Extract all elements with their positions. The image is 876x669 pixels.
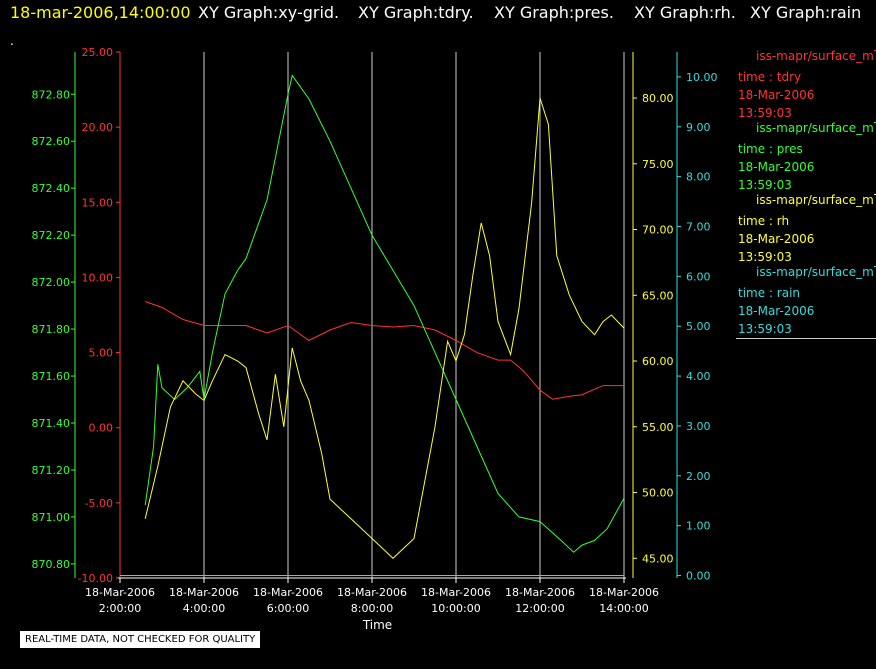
x-axis-title: Time	[362, 618, 393, 632]
rh-tick-label: 65.00	[642, 289, 674, 302]
x-tick-label-date: 18-Mar-2006	[169, 586, 239, 599]
rh-tick-label: 45.00	[642, 552, 674, 565]
rh-tick-label: 55.00	[642, 421, 674, 434]
tdry-tick-label: -5.00	[85, 497, 113, 510]
x-tick-label-time: 6:00:00	[267, 602, 309, 615]
pres-tick-label: 872.00	[32, 276, 71, 289]
tdry-tick-label: 15.00	[82, 196, 114, 209]
legend-label: time : pres	[738, 142, 803, 156]
legend-date: 18-Mar-2006	[738, 304, 815, 318]
legend-source: iss-mapr/surface_m	[736, 193, 874, 207]
x-tick-label-date: 18-Mar-2006	[85, 586, 155, 599]
legend-label: time : tdry	[738, 70, 802, 84]
graph-title-rh[interactable]: XY Graph:rh.	[634, 3, 736, 22]
pres-tick-label: 871.20	[32, 464, 71, 477]
tdry-tick-label: 0.00	[89, 422, 114, 435]
legend-date: 18-Mar-2006	[738, 232, 815, 246]
legend-entry-tdry[interactable]: iss-mapr/surface_m time : tdry 18-Mar-20…	[736, 49, 876, 122]
header-bar: 18-mar-2006,14:00:00 XY Graph:xy-grid. X…	[0, 0, 876, 26]
legend: iss-mapr/surface_m time : tdry 18-Mar-20…	[736, 49, 876, 338]
graph-title-pres[interactable]: XY Graph:pres.	[494, 3, 614, 22]
legend-label: time : rh	[738, 214, 790, 228]
rh-tick-label: 60.00	[642, 355, 674, 368]
legend-time: 13:59:03	[738, 106, 792, 120]
x-tick-label-date: 18-Mar-2006	[253, 586, 323, 599]
legend-date: 18-Mar-2006	[738, 160, 815, 174]
legend-time: 13:59:03	[738, 250, 792, 264]
legend-entry-rh[interactable]: iss-mapr/surface_m time : rh 18-Mar-2006…	[736, 193, 876, 266]
rain-tick-label: 4.00	[686, 370, 711, 383]
legend-date: 18-Mar-2006	[738, 88, 815, 102]
pres-tick-label: 871.00	[32, 511, 71, 524]
x-tick-label-time: 12:00:00	[515, 602, 564, 615]
tdry-tick-label: 20.00	[82, 121, 114, 134]
tdry-tick-label: 10.00	[82, 271, 114, 284]
pres-tick-label: 870.80	[32, 558, 71, 571]
legend-source: iss-mapr/surface_m	[736, 265, 874, 279]
legend-source: iss-mapr/surface_m	[736, 49, 874, 63]
pres-tick-label: 871.80	[32, 323, 71, 336]
x-tick-label-date: 18-Mar-2006	[337, 586, 407, 599]
series-tdry-line	[145, 301, 624, 400]
pres-tick-label: 872.80	[32, 88, 71, 101]
timestamp: 18-mar-2006,14:00:00	[10, 3, 191, 22]
rain-tick-label: 5.00	[686, 320, 711, 333]
rh-tick-label: 80.00	[642, 92, 674, 105]
rain-tick-label: 10.00	[686, 71, 718, 84]
legend-time: 13:59:03	[738, 322, 792, 336]
legend-source: iss-mapr/surface_m	[736, 121, 874, 135]
rain-tick-label: 9.00	[686, 121, 711, 134]
series-pres-line	[144, 74, 625, 553]
pres-tick-label: 871.60	[32, 370, 71, 383]
x-tick-label-time: 14:00:00	[599, 602, 648, 615]
graph-title-rain[interactable]: XY Graph:rain	[750, 3, 862, 22]
rh-tick-label: 70.00	[642, 224, 674, 237]
legend-entry-pres[interactable]: iss-mapr/surface_m time : pres 18-Mar-20…	[736, 121, 876, 194]
rh-tick-label: 50.00	[642, 487, 674, 500]
pres-tick-label: 871.40	[32, 417, 71, 430]
rain-tick-label: 0.00	[686, 570, 711, 583]
graph-title-xy-grid[interactable]: XY Graph:xy-grid.	[198, 3, 340, 22]
x-tick-label-time: 4:00:00	[183, 602, 225, 615]
x-tick-label-date: 18-Mar-2006	[589, 586, 659, 599]
rain-tick-label: 1.00	[686, 520, 711, 533]
x-tick-label-time: 8:00:00	[351, 602, 393, 615]
pres-tick-label: 872.60	[32, 135, 71, 148]
series-rh-line	[144, 97, 625, 559]
legend-label: time : rain	[738, 286, 801, 300]
x-tick-label-time: 2:00:00	[99, 602, 141, 615]
pres-tick-label: 872.40	[32, 182, 71, 195]
legend-entry-rain[interactable]: iss-mapr/surface_m time : rain 18-Mar-20…	[736, 265, 876, 338]
tdry-tick-label: 5.00	[89, 347, 114, 360]
x-tick-label-date: 18-Mar-2006	[505, 586, 575, 599]
x-tick-label-time: 10:00:00	[431, 602, 480, 615]
dot-marker: .	[10, 34, 14, 48]
rain-tick-label: 8.00	[686, 171, 711, 184]
tdry-tick-label: 25.00	[82, 46, 114, 59]
pres-tick-label: 872.20	[32, 229, 71, 242]
legend-time: 13:59:03	[738, 178, 792, 192]
rain-tick-label: 3.00	[686, 420, 711, 433]
rain-tick-label: 2.00	[686, 470, 711, 483]
rh-tick-label: 75.00	[642, 158, 674, 171]
quality-note: REAL-TIME DATA, NOT CHECKED FOR QUALITY	[20, 631, 261, 648]
legend-divider	[736, 338, 876, 339]
tdry-tick-label: -10.00	[78, 572, 113, 585]
rain-tick-label: 6.00	[686, 270, 711, 283]
graph-title-tdry[interactable]: XY Graph:tdry.	[358, 3, 474, 22]
rain-tick-label: 7.00	[686, 221, 711, 234]
x-tick-label-date: 18-Mar-2006	[421, 586, 491, 599]
